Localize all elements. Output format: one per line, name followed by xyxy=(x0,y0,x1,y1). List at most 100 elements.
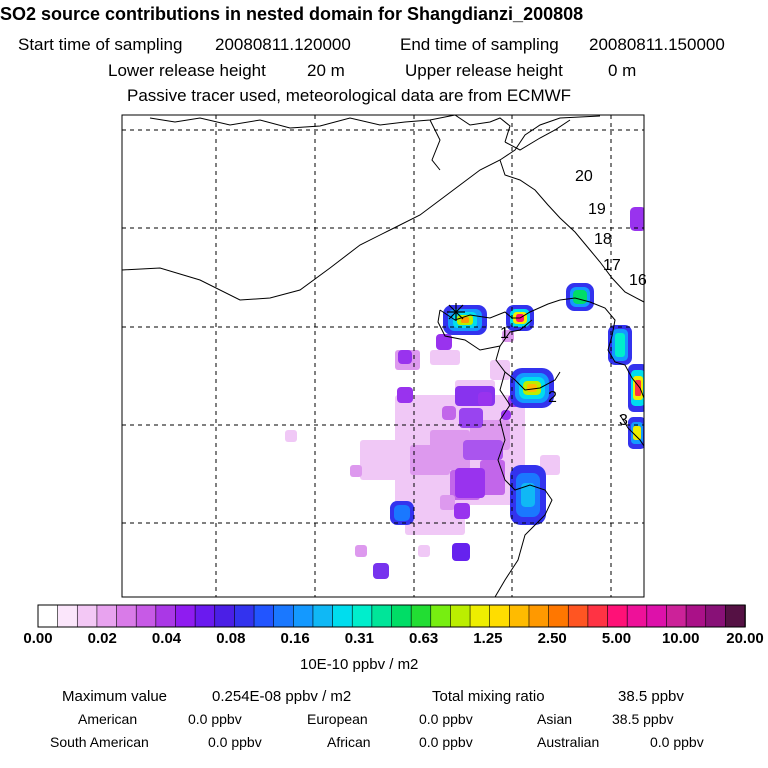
colorbar-tick-label: 0.31 xyxy=(344,630,374,647)
colorbar-segment xyxy=(450,604,471,628)
colorbar-tick-label: 10.00 xyxy=(661,630,700,647)
lower-height-value: 20 m xyxy=(307,61,345,80)
colorbar-segment xyxy=(548,604,570,628)
region-value-australian: 0.0 ppbv xyxy=(650,734,704,750)
time-label-16: 16 xyxy=(629,272,647,289)
colorbar-segments xyxy=(37,604,746,628)
start-time-value: 20080811.120000 xyxy=(215,35,351,54)
colorbar-segment xyxy=(410,604,432,628)
heatmap-cell xyxy=(360,440,420,480)
region-name-australian: Australian xyxy=(537,734,600,750)
region-name-asian: Asian xyxy=(537,711,573,727)
coastline xyxy=(122,115,644,597)
colorbar-segment xyxy=(194,604,216,628)
colorbar-unit: 10E-10 ppbv / m2 xyxy=(300,656,419,673)
colorbar-tick-label: 1.25 xyxy=(473,630,503,647)
colorbar-segment xyxy=(332,604,354,628)
time-label-18: 18 xyxy=(594,231,612,248)
colorbar-segment xyxy=(57,604,79,628)
colorbar-tick-label: 0.02 xyxy=(87,630,117,647)
heatmap-cell xyxy=(459,408,483,428)
colorbar-segment xyxy=(234,604,255,628)
heatmap-cell xyxy=(454,503,470,519)
colorbar-segment xyxy=(685,604,707,628)
colorbar-segment xyxy=(528,604,550,628)
upper-height-value: 0 m xyxy=(608,61,637,80)
end-time-value: 20080811.150000 xyxy=(589,35,725,54)
colorbar-segment xyxy=(469,604,491,628)
upper-height-label: Upper release height xyxy=(405,61,563,80)
heatmap-cell xyxy=(540,455,560,475)
region-name-south-american: South American xyxy=(50,734,149,750)
heatmap-cell xyxy=(373,563,389,579)
chart-title: SO2 source contributions in nested domai… xyxy=(0,4,584,24)
heatmap-cell xyxy=(405,505,465,535)
colorbar-segment xyxy=(214,604,236,628)
heatmap-cell xyxy=(418,545,430,557)
max-value-label: Maximum value xyxy=(62,688,168,705)
heatmap-cells xyxy=(285,207,644,579)
region-name-african: African xyxy=(327,734,371,750)
colorbar-segment xyxy=(155,604,177,628)
colorbar-segment xyxy=(253,604,275,628)
colorbar-segment xyxy=(646,604,668,628)
colorbar-segment xyxy=(489,604,511,628)
colorbar-segment xyxy=(666,604,687,628)
colorbar-segment xyxy=(567,604,589,628)
colorbar-segment xyxy=(135,604,157,628)
lower-height-label: Lower release height xyxy=(108,61,266,80)
receptor-site-marker xyxy=(447,303,465,321)
heatmap-cell xyxy=(630,207,644,231)
colorbar-segment xyxy=(626,604,648,628)
region-value-american: 0.0 ppbv xyxy=(188,711,242,727)
heatmap-cell xyxy=(615,333,625,357)
heatmap-cell xyxy=(527,384,537,392)
colorbar-segment xyxy=(96,604,118,628)
time-label-3: 3 xyxy=(619,412,628,429)
colorbar-segment xyxy=(725,604,746,628)
colorbar-segment xyxy=(371,604,393,628)
heatmap-cell xyxy=(501,410,511,420)
heatmap-cell xyxy=(430,350,460,365)
colorbar-segment xyxy=(175,604,196,628)
heatmap-cell xyxy=(394,505,410,521)
region-value-african: 0.0 ppbv xyxy=(419,734,473,750)
heatmap-cell xyxy=(452,543,470,561)
colorbar-tick-label: 0.16 xyxy=(280,630,310,647)
colorbar-tick-label: 0.08 xyxy=(216,630,246,647)
heatmap-cell xyxy=(355,545,367,557)
heatmap-cell xyxy=(480,460,505,495)
time-label-20: 20 xyxy=(575,168,593,185)
heatmap-cell xyxy=(440,495,455,510)
colorbar-segment xyxy=(312,604,334,628)
region-name-european: European xyxy=(307,711,368,727)
region-value-asian: 38.5 ppbv xyxy=(612,711,674,727)
total-mixing-value: 38.5 ppbv xyxy=(618,688,684,705)
colorbar-segment xyxy=(587,604,609,628)
colorbar-segment xyxy=(430,604,452,628)
heatmap-cell xyxy=(463,440,503,460)
colorbar-tick-label: 0.00 xyxy=(23,630,53,647)
tracer-note: Passive tracer used, meteorological data… xyxy=(127,86,572,105)
heatmap-cell xyxy=(633,426,641,440)
colorbar-segment xyxy=(37,604,59,628)
colorbar-segment xyxy=(351,604,373,628)
time-label-17: 17 xyxy=(603,257,621,274)
heatmap-cell xyxy=(350,465,362,477)
end-time-label: End time of sampling xyxy=(400,35,559,54)
heatmap-cell xyxy=(398,350,412,364)
colorbar-segment xyxy=(76,604,98,628)
heatmap-cell xyxy=(442,406,456,420)
colorbar-segment xyxy=(391,604,412,628)
time-label-19: 19 xyxy=(588,201,606,218)
heatmap-cell xyxy=(490,360,510,380)
heatmap-cell xyxy=(397,387,413,403)
colorbar-tick-label: 2.50 xyxy=(537,630,567,647)
heatmap-cell xyxy=(521,483,535,507)
colorbar-segment xyxy=(607,604,628,628)
heatmap-cell xyxy=(285,430,297,442)
heatmap-cell xyxy=(455,468,485,498)
max-value: 0.254E-08 ppbv / m2 xyxy=(212,688,352,705)
